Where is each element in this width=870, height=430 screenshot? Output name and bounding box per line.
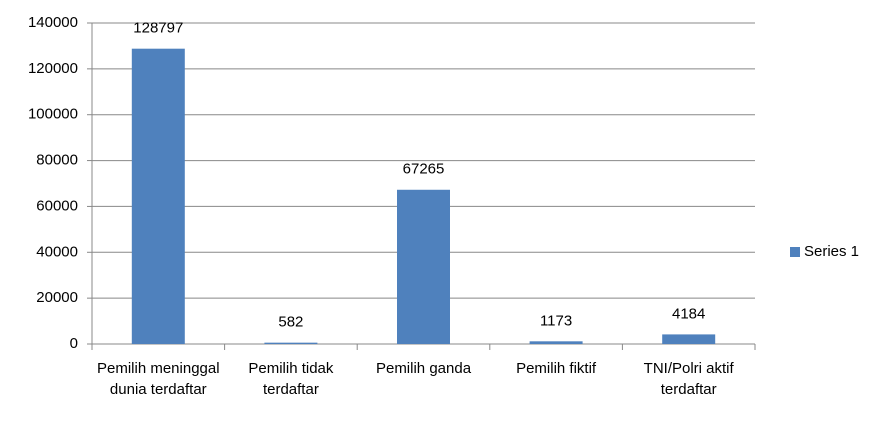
y-tick-label: 100000 [28, 106, 78, 123]
y-tick-label: 20000 [36, 289, 78, 306]
y-tick-label: 40000 [36, 243, 78, 260]
bar [264, 342, 318, 344]
bar [131, 48, 185, 344]
bar [397, 189, 450, 344]
x-tick-label: Pemilih meninggal dunia terdaftar [97, 360, 220, 398]
y-tick-label: 60000 [36, 197, 78, 214]
legend-label: Series 1 [804, 243, 859, 260]
y-tick-label: 0 [70, 335, 78, 352]
legend-swatch [790, 247, 800, 257]
data-label: 582 [278, 314, 303, 331]
y-tick-label: 140000 [28, 14, 78, 31]
bar [662, 334, 716, 344]
data-label: 128797 [133, 20, 183, 37]
x-tick-label: Pemilih tidak terdaftar [248, 360, 334, 398]
data-label: 1173 [540, 312, 572, 329]
x-tick-label: TNI/Polri aktif terdaftar [643, 360, 734, 398]
bar [529, 341, 583, 344]
x-tick-label: Pemilih ganda [375, 360, 472, 377]
y-tick-label: 120000 [28, 60, 78, 77]
data-label: 67265 [403, 161, 445, 178]
y-tick-label: 80000 [36, 152, 78, 169]
x-tick-label: Pemilih fiktif [516, 360, 597, 377]
data-label: 4184 [672, 305, 705, 322]
